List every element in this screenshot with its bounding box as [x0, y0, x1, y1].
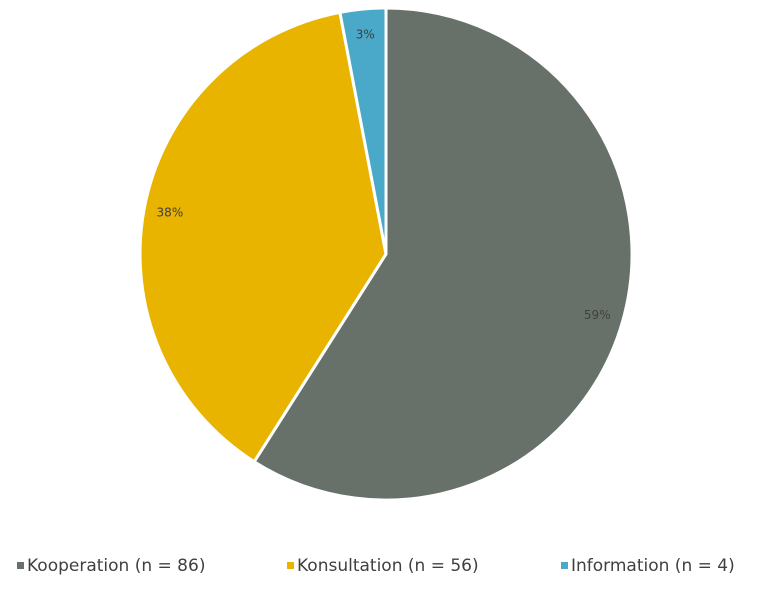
legend-marker [287, 562, 294, 569]
value-label: 59% [584, 308, 611, 322]
legend-marker [17, 562, 24, 569]
legend-marker [561, 562, 568, 569]
legend-label: Konsultation (n = 56) [297, 556, 479, 576]
pie-slice [138, 10, 388, 464]
pie-slice [338, 6, 388, 256]
value-label: 38% [157, 205, 184, 219]
legend-label: Kooperation (n = 86) [27, 556, 205, 576]
pie-slice [252, 6, 634, 502]
legend-label: Information (n = 4) [571, 556, 735, 576]
value-label: 3% [356, 27, 375, 41]
